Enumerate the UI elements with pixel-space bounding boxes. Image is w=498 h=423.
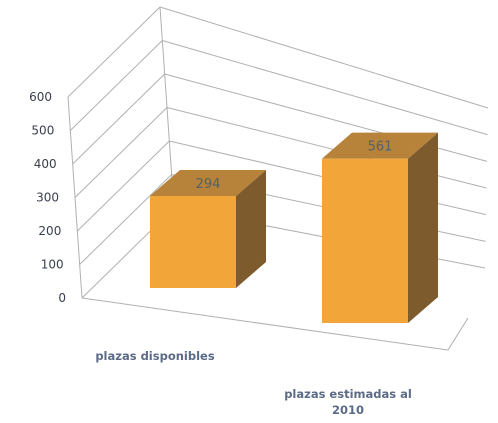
back-wall-edge	[159, 6, 175, 209]
floor-front-line	[81, 297, 449, 351]
y-tick-label: 100	[41, 258, 64, 272]
y-tick-label: 0	[58, 291, 66, 305]
grid-line	[162, 40, 488, 136]
bars	[150, 132, 438, 323]
y-axis-line	[67, 96, 83, 299]
category-label: plazas disponibles	[95, 349, 214, 363]
y-tick-label: 200	[38, 224, 61, 238]
grid-line-depth	[79, 174, 173, 265]
category-label: plazas estimadas al 2010	[284, 387, 412, 417]
bar-top	[150, 169, 266, 196]
grid-line-depth	[67, 6, 161, 98]
data-label: 561	[368, 140, 393, 155]
bar-side	[408, 132, 438, 323]
grid-line-depth	[74, 107, 168, 198]
bar-top	[322, 132, 438, 159]
grid-line-depth	[72, 73, 166, 165]
y-tick-label: 300	[36, 191, 59, 205]
bar-front	[322, 158, 408, 323]
grid-line-depth	[69, 40, 163, 131]
y-tick-label: 400	[34, 157, 57, 171]
y-axis-ticks: 0 100 200 300 400 500 600	[29, 90, 66, 305]
grid-line-depth	[76, 140, 170, 232]
data-labels: 294 561	[196, 140, 393, 192]
grid-line	[164, 73, 488, 162]
floor-right-line	[447, 317, 469, 351]
grid-line	[159, 6, 489, 109]
x-axis-categories: plazas disponibles plazas estimadas al 201…	[95, 349, 411, 417]
data-label: 294	[196, 177, 221, 192]
y-tick-label: 500	[31, 124, 54, 138]
bar-side	[236, 169, 266, 288]
y-tick-label: 600	[29, 90, 52, 104]
bar-front	[150, 195, 236, 288]
